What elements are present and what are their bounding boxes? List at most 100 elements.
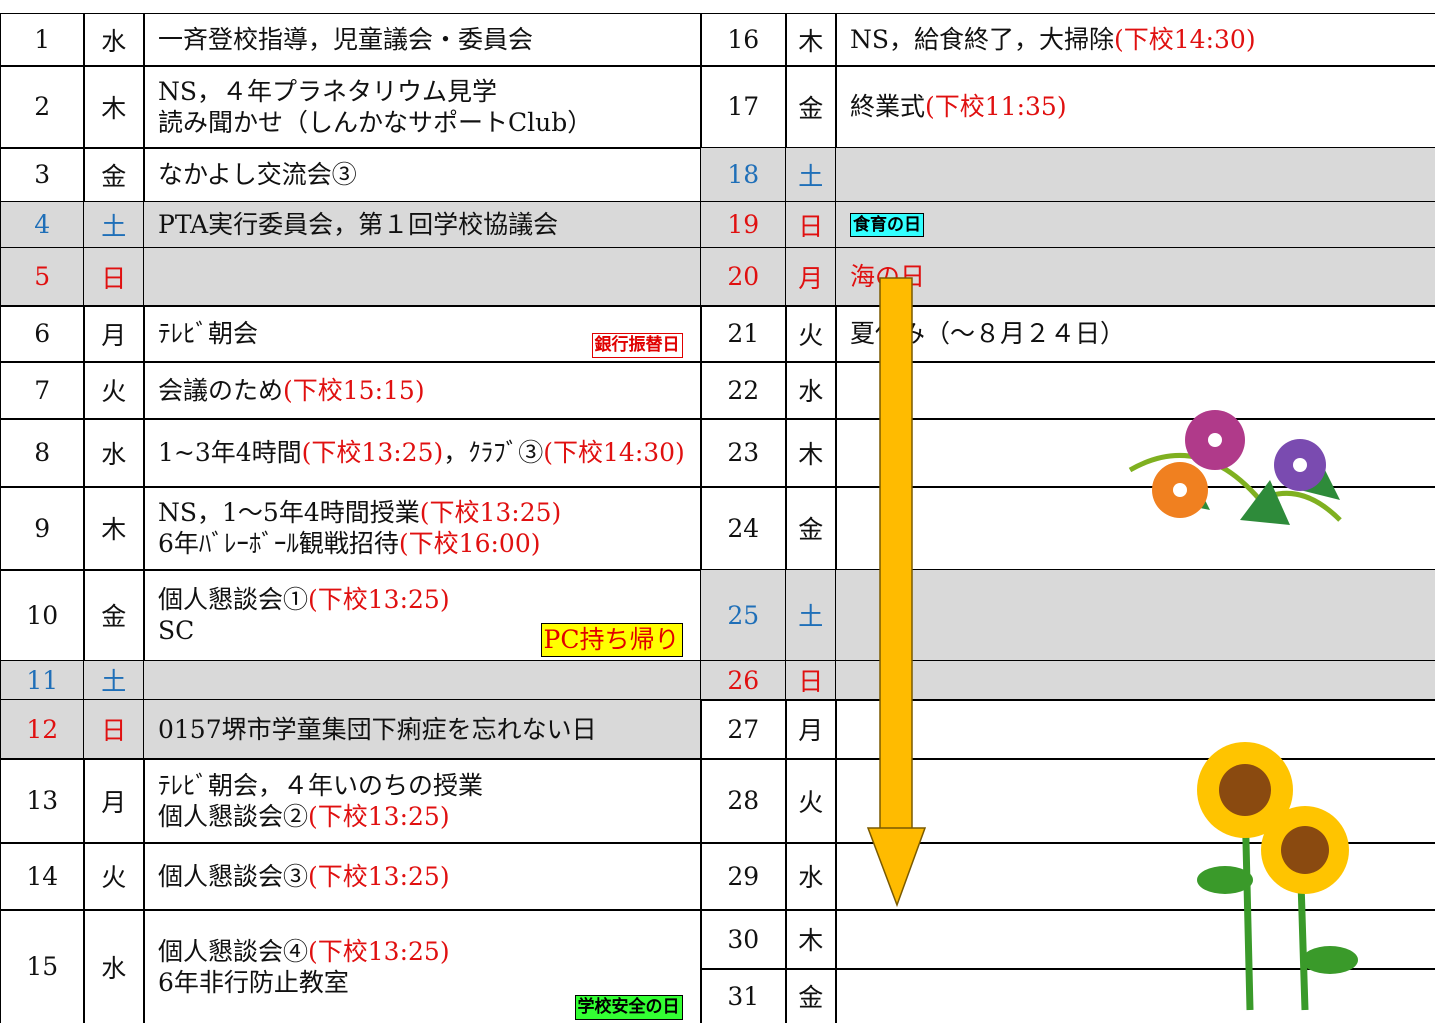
day-number: 14 xyxy=(0,842,85,911)
day-number: 2 xyxy=(0,65,85,149)
event-cell: 個人懇談会③(下校13:25) xyxy=(143,842,702,911)
event-text: (下校13:25) xyxy=(308,585,450,614)
day-number: 5 xyxy=(0,247,85,307)
event-cell: 個人懇談会①(下校13:25) SC PC持ち帰り xyxy=(143,569,702,662)
day-number: 30 xyxy=(700,909,787,970)
day-number: 4 xyxy=(0,201,85,249)
weekday: 土 xyxy=(785,147,837,203)
day-number: 6 xyxy=(0,305,85,363)
event-text: 個人懇談会① xyxy=(158,585,309,614)
event-line: 6年ﾊﾞﾚｰﾎﾞｰﾙ観戦招待(下校16:00) xyxy=(158,528,540,559)
day-number: 16 xyxy=(700,13,787,67)
event-cell xyxy=(835,758,1435,844)
day-number: 13 xyxy=(0,758,85,844)
event-text: (下校11:35) xyxy=(925,92,1067,122)
weekday: 木 xyxy=(785,13,837,67)
event-text: 6年非行防止教室 xyxy=(158,967,349,997)
event-cell: ﾃﾚﾋﾞ朝会，４年いのちの授業 個人懇談会②(下校13:25) xyxy=(143,758,702,844)
event-line: 個人懇談会②(下校13:25) xyxy=(158,801,450,832)
event-cell xyxy=(143,660,702,701)
event-cell: NS，４年プラネタリウム見学 読み聞かせ（しんかなサポートClub） xyxy=(143,65,702,149)
weekday: 火 xyxy=(83,361,145,420)
event-cell: 夏休み（～８月２４日） xyxy=(835,305,1435,363)
event-text: 0157堺市学童集団下痢症を忘れない日 xyxy=(158,714,597,744)
badge: PC持ち帰り xyxy=(540,622,683,657)
day-number: 21 xyxy=(700,305,787,363)
event-line: ﾃﾚﾋﾞ朝会，４年いのちの授業 xyxy=(158,770,483,801)
event-text: ，ｸﾗﾌﾞ③ xyxy=(443,438,544,468)
event-text: 個人懇談会④ xyxy=(158,936,309,966)
event-text: NS，1～5年4時間授業 xyxy=(158,498,420,527)
day-number: 26 xyxy=(700,660,787,701)
event-text: 個人懇談会③ xyxy=(158,861,309,891)
weekday: 日 xyxy=(785,201,837,249)
event-line: PTA実行委員会，第１回学校協議会 xyxy=(158,209,558,240)
event-cell: 0157堺市学童集団下痢症を忘れない日 xyxy=(143,699,702,760)
badge: 学校安全の日 xyxy=(574,995,683,1020)
weekday: 日 xyxy=(83,699,145,760)
day-number: 25 xyxy=(700,569,787,662)
event-cell xyxy=(835,486,1435,571)
weekday: 水 xyxy=(785,842,837,911)
event-text: (下校13:25) xyxy=(301,438,444,468)
weekday: 木 xyxy=(83,486,145,571)
event-cell: 食育の日 xyxy=(835,201,1435,249)
day-number: 17 xyxy=(700,65,787,149)
weekday: 金 xyxy=(83,569,145,662)
event-text: ﾃﾚﾋﾞ朝会，４年いのちの授業 xyxy=(158,770,484,800)
event-line: 夏休み（～８月２４日） xyxy=(850,318,1125,349)
event-text: 個人懇談会② xyxy=(158,801,309,831)
event-text: 1~3年4時間 xyxy=(158,438,302,468)
event-cell: 会議のため(下校15:15) xyxy=(143,361,702,420)
event-text: 一斉登校指導，児童議会・委員会 xyxy=(158,25,534,55)
day-number: 9 xyxy=(0,486,85,571)
event-text: 6年ﾊﾞﾚｰﾎﾞｰﾙ観戦招待 xyxy=(158,529,399,559)
day-number: 22 xyxy=(700,361,787,420)
weekday: 土 xyxy=(785,569,837,662)
day-number: 19 xyxy=(700,201,787,249)
weekday: 水 xyxy=(83,13,145,67)
event-text: (下校13:25) xyxy=(308,861,450,891)
event-line: なかよし交流会③ xyxy=(158,159,357,190)
event-cell: NS，1～5年4時間授業(下校13:25) 6年ﾊﾞﾚｰﾎﾞｰﾙ観戦招待(下校16… xyxy=(143,486,702,571)
weekday: 水 xyxy=(83,418,145,488)
event-line: 1~3年4時間(下校13:25)，ｸﾗﾌﾞ③(下校14:30) xyxy=(158,437,685,468)
event-text: (下校13:25) xyxy=(308,801,450,831)
weekday: 月 xyxy=(83,305,145,363)
weekday: 月 xyxy=(785,699,837,760)
event-cell xyxy=(835,968,1435,1023)
event-line: SC xyxy=(158,615,194,646)
event-text: 会議のため xyxy=(158,375,284,405)
event-cell: NS，給食終了，大掃除(下校14:30) xyxy=(835,13,1435,67)
event-text: (下校15:15) xyxy=(283,375,425,405)
day-number: 24 xyxy=(700,486,787,571)
event-cell: 1~3年4時間(下校13:25)，ｸﾗﾌﾞ③(下校14:30) xyxy=(143,418,702,488)
event-cell xyxy=(835,418,1435,488)
event-text: PTA実行委員会，第１回学校協議会 xyxy=(158,210,559,240)
event-line: ﾃﾚﾋﾞ朝会 xyxy=(158,318,258,349)
day-number: 10 xyxy=(0,569,85,662)
event-cell: 海の日 xyxy=(835,247,1435,307)
day-number: 12 xyxy=(0,699,85,760)
weekday: 土 xyxy=(83,201,145,249)
weekday: 木 xyxy=(785,909,837,970)
weekday: 金 xyxy=(785,65,837,149)
event-cell xyxy=(835,569,1435,662)
event-text: NS，４年プラネタリウム見学 xyxy=(158,76,498,106)
event-line: 0157堺市学童集団下痢症を忘れない日 xyxy=(158,714,597,745)
event-cell xyxy=(835,909,1435,970)
weekday: 火 xyxy=(785,305,837,363)
weekday: 火 xyxy=(785,758,837,844)
event-text: 終業式 xyxy=(850,92,926,122)
event-cell xyxy=(835,842,1435,911)
event-line: 読み聞かせ（しんかなサポートClub） xyxy=(158,107,592,138)
event-text: 夏休み（～８月２４日） xyxy=(850,319,1126,349)
event-text: SC xyxy=(158,616,195,646)
weekday: 水 xyxy=(83,909,145,1023)
event-line: 海の日 xyxy=(850,261,925,292)
weekday: 火 xyxy=(83,842,145,911)
day-number: 31 xyxy=(700,968,787,1023)
weekday: 月 xyxy=(785,247,837,307)
day-number: 3 xyxy=(0,147,85,203)
